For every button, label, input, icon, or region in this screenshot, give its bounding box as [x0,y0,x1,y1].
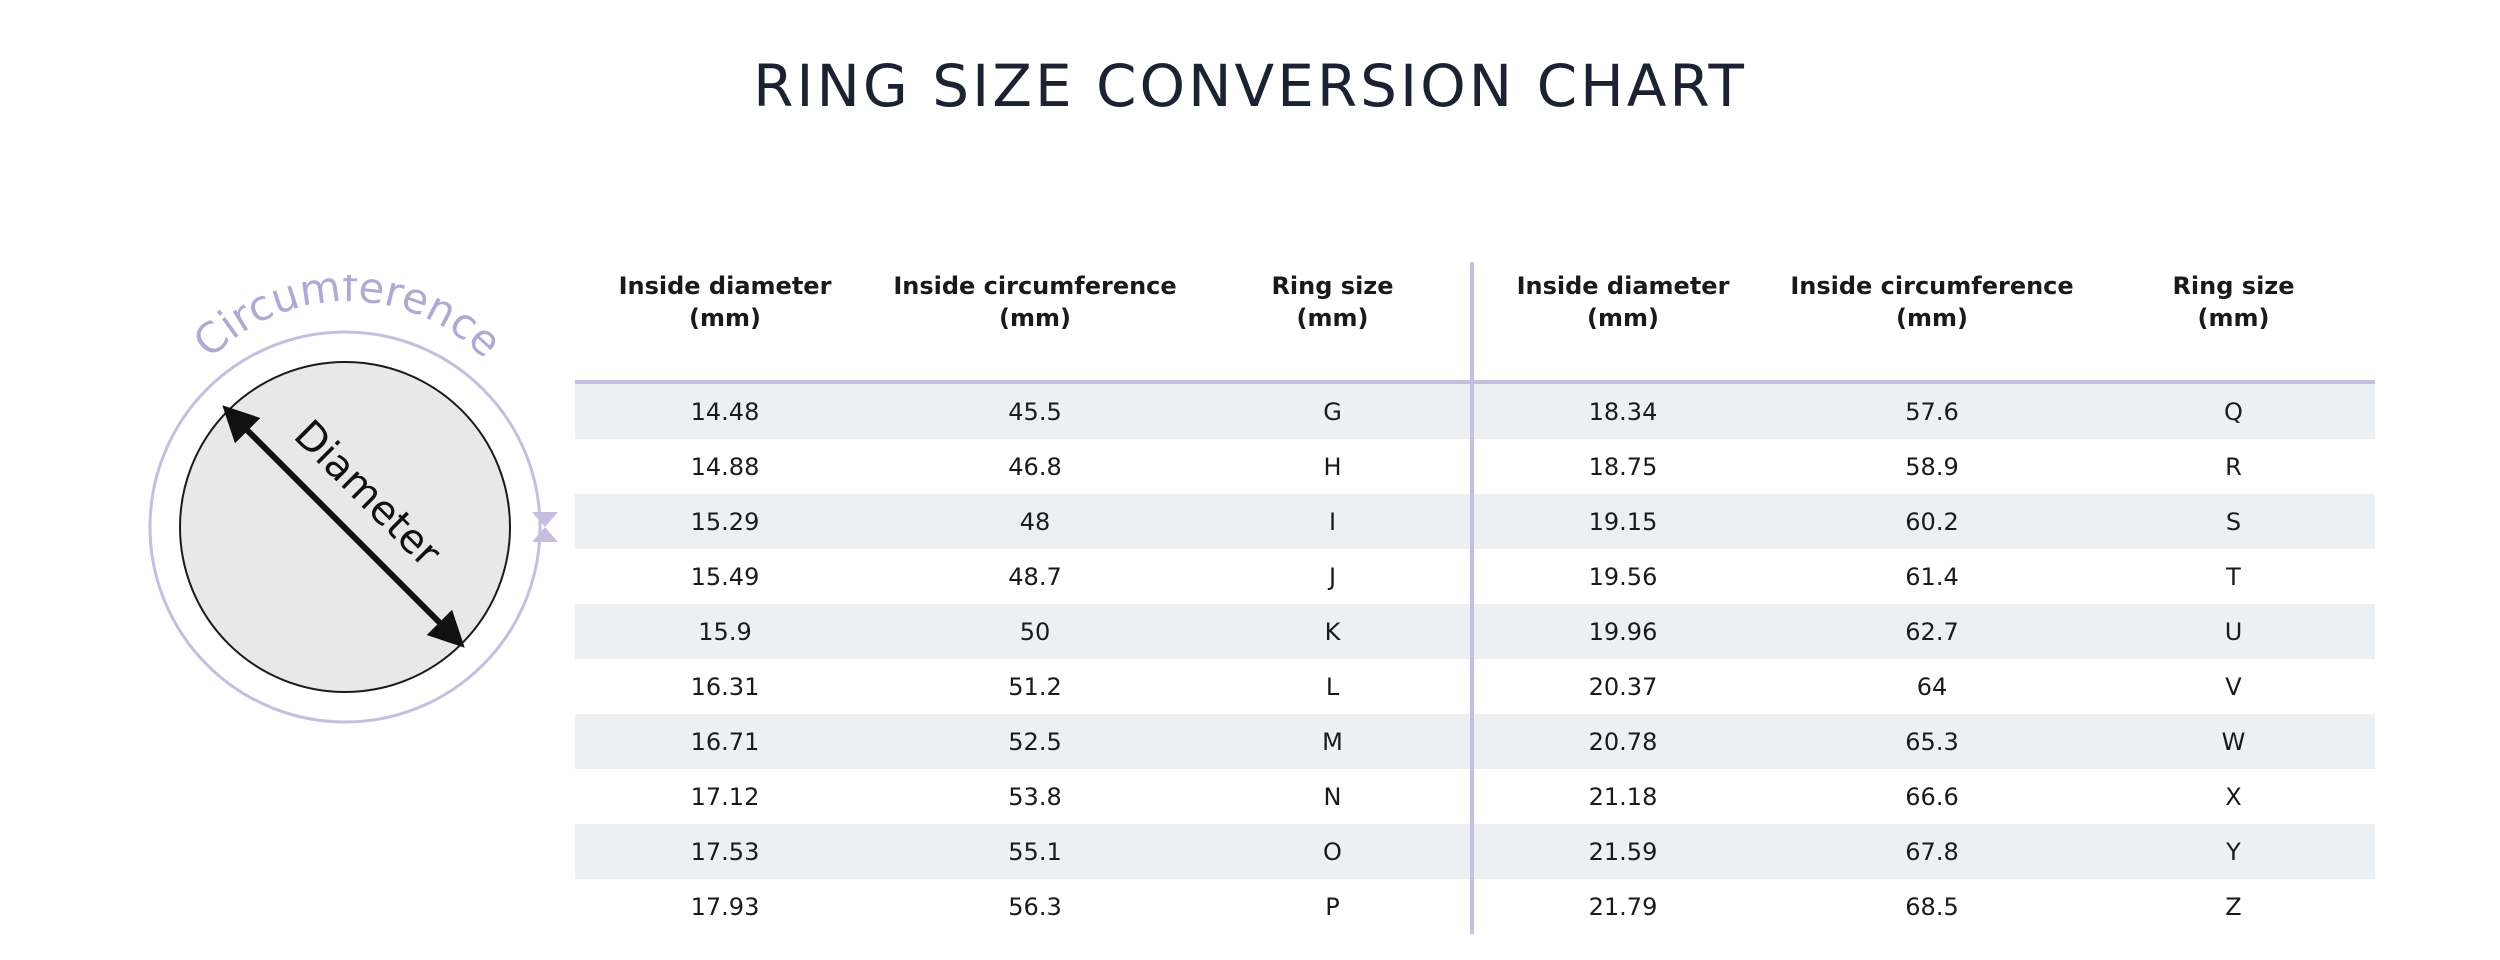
cell-circumference: 57.6 [1772,382,2092,439]
cell-ring-size: G [1195,382,1474,439]
table-row: 14.88 46.8 H 18.75 58.9 R [575,439,2375,494]
cell-ring-size: V [2225,672,2242,701]
table-row: 17.93 56.3 P 21.79 68.5 Z [575,879,2375,934]
cell-ring-size: S [2092,494,2375,549]
cell-ring-size: N [1195,769,1474,824]
cell-diameter: 14.88 [690,452,760,481]
cell-circumference: 56.3 [1008,892,1062,921]
cell-ring-size: K [1195,604,1474,659]
cell-ring-size: M [1195,714,1474,769]
cell-diameter: 19.96 [1472,604,1772,659]
cell-diameter: 14.48 [575,382,875,439]
ring-diagram-svg: Diameter Circumference [148,275,558,724]
cell-ring-size: Q [2092,382,2375,439]
cell-ring-size: P [1195,879,1474,934]
header-line: Inside circumference [893,272,1177,300]
cell-ring-size: T [2226,562,2241,591]
cell-diameter: 19.56 [1588,562,1658,591]
header-inside-circumference-2: Inside circumference (mm) [1772,262,2092,384]
cell-diameter: 20.78 [1472,714,1772,769]
table-row: 17.12 53.8 N 21.18 66.6 X [575,769,2375,824]
header-inside-diameter-2: Inside diameter (mm) [1472,262,1772,384]
circumference-ring [148,330,542,724]
cell-ring-size: L [1195,659,1474,714]
cell-diameter: 17.12 [690,782,760,811]
cell-circumference: 68.5 [1905,892,1959,921]
table-header-row: Inside diameter (mm) Inside circumferenc… [575,262,2375,384]
cell-diameter: 18.75 [1588,452,1658,481]
ring-size-table: Inside diameter (mm) Inside circumferenc… [575,262,2375,934]
cell-ring-size: W [2092,714,2375,769]
header-line: Inside circumference [1790,272,2074,300]
header-line: Ring size [2172,272,2295,300]
header-unit: (mm) [2197,304,2270,332]
cell-circumference: 60.2 [1772,494,2092,549]
cell-circumference: 61.4 [1905,562,1959,591]
table-row: 16.71 52.5 M 20.78 65.3 W [575,714,2375,769]
marker-top-icon [532,512,558,527]
table-row: 15.49 48.7 J 19.56 61.4 T [575,549,2375,604]
circumference-label: Circumference [184,275,511,367]
cell-diameter: 18.34 [1472,382,1772,439]
table-row: 17.53 55.1 O 21.59 67.8 Y [575,824,2375,879]
cell-circumference: 53.8 [1008,782,1062,811]
cell-circumference: 50 [875,604,1195,659]
table-row: 14.48 45.5 G 18.34 57.6 Q [575,382,2375,439]
header-line: Inside diameter [618,272,832,300]
cell-diameter: 19.15 [1472,494,1772,549]
cell-diameter: 21.59 [1472,824,1772,879]
cell-circumference: 58.9 [1905,452,1959,481]
header-unit: (mm) [1296,304,1369,332]
header-line: Inside diameter [1516,272,1730,300]
cell-circumference: 51.2 [1008,672,1062,701]
cell-circumference: 48.7 [1008,562,1062,591]
cell-circumference: 66.6 [1905,782,1959,811]
cell-diameter: 16.31 [690,672,760,701]
cell-ring-size: Z [2225,892,2242,921]
cell-circumference: 62.7 [1772,604,2092,659]
cell-ring-size: X [2225,782,2242,811]
cell-circumference: 45.5 [875,382,1195,439]
cell-diameter: 21.18 [1588,782,1658,811]
cell-ring-size: Y [2092,824,2375,879]
cell-diameter: 16.71 [575,714,875,769]
marker-bottom-icon [532,527,558,542]
cell-ring-size: J [1195,549,1474,604]
header-ring-size-2: Ring size (mm) [2092,262,2375,384]
cell-circumference: 48 [875,494,1195,549]
header-unit: (mm) [1587,304,1659,332]
cell-ring-size: O [1195,824,1474,879]
header-unit: (mm) [1896,304,1968,332]
cell-circumference: 52.5 [875,714,1195,769]
header-unit: (mm) [689,304,761,332]
cell-diameter: 17.53 [575,824,875,879]
cell-diameter: 15.9 [575,604,875,659]
cell-circumference: 55.1 [875,824,1195,879]
cell-ring-size: H [1195,439,1474,494]
table-row: 16.31 51.2 L 20.37 64 V [575,659,2375,714]
cell-ring-size: I [1195,494,1474,549]
cell-diameter: 21.79 [1588,892,1658,921]
cell-circumference: 65.3 [1772,714,2092,769]
circumference-label-path: Circumference [184,275,511,367]
cell-diameter: 15.49 [690,562,760,591]
cell-diameter: 20.37 [1588,672,1658,701]
diameter-arrow [222,405,465,648]
cell-ring-size: U [2092,604,2375,659]
header-inside-circumference-1: Inside circumference (mm) [875,262,1195,384]
cell-circumference: 64 [1916,672,1948,701]
cell-diameter: 15.29 [575,494,875,549]
page-title: RING SIZE CONVERSION CHART [753,52,1747,120]
header-line: Ring size [1271,272,1394,300]
table-row: 15.9 50 K 19.96 62.7 U [575,604,2375,659]
header-ring-size-1: Ring size (mm) [1195,262,1474,384]
header-unit: (mm) [999,304,1071,332]
cell-circumference: 67.8 [1772,824,2092,879]
ring-diagram: Diameter Circumference [130,275,570,745]
cell-circumference: 46.8 [1008,452,1062,481]
header-inside-diameter-1: Inside diameter (mm) [575,262,875,384]
table-row: 15.29 48 I 19.15 60.2 S [575,494,2375,549]
cell-diameter: 17.93 [690,892,760,921]
cell-ring-size: R [2225,452,2242,481]
